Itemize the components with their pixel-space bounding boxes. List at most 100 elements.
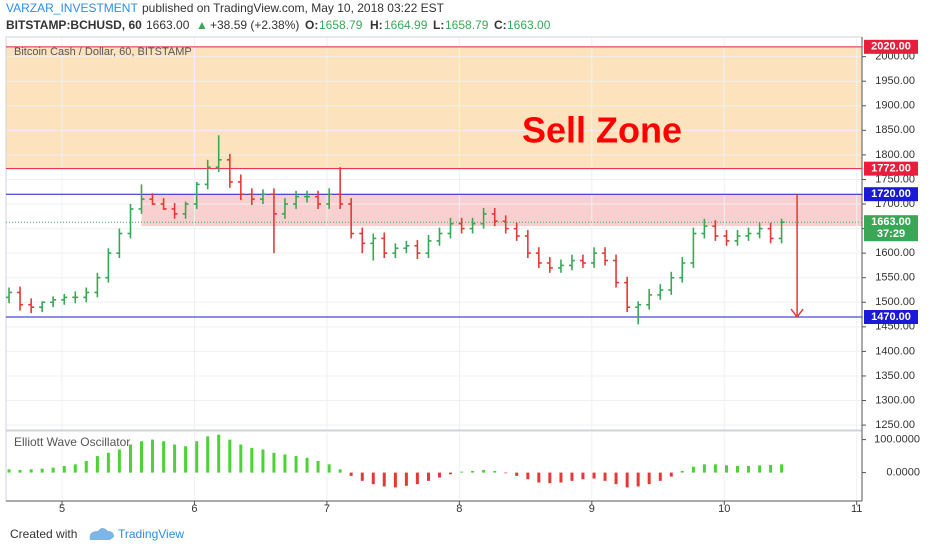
oscillator-bar bbox=[283, 454, 287, 473]
oscillator-bar bbox=[128, 444, 132, 473]
oscillator-bar bbox=[482, 469, 486, 473]
annotation: Sell Zone bbox=[522, 110, 682, 151]
y-tick-label: 1250.00 bbox=[875, 419, 915, 431]
oscillator-bar bbox=[581, 472, 585, 480]
oscillator-bar bbox=[62, 466, 66, 473]
oscillator-bar bbox=[415, 472, 419, 485]
oscillator-bar bbox=[305, 457, 309, 473]
y-tick-label: 1350.00 bbox=[875, 370, 915, 382]
oscillator-bar bbox=[526, 472, 530, 480]
oscillator-bar bbox=[18, 469, 22, 473]
brand[interactable]: TradingView bbox=[118, 527, 184, 541]
oscillator-bar bbox=[382, 472, 386, 487]
level-tag bbox=[864, 39, 918, 54]
oscillator-bar bbox=[106, 452, 110, 473]
level-tag bbox=[864, 310, 918, 325]
oscillator-bar bbox=[261, 449, 265, 473]
oscillator-bar bbox=[691, 466, 695, 473]
oscillator-bar bbox=[780, 464, 784, 473]
author[interactable]: VARZAR_INVESTMENT bbox=[6, 1, 138, 15]
oscillator-bar bbox=[250, 447, 254, 473]
oscillator-bar bbox=[195, 441, 199, 473]
oscillator-bar bbox=[769, 465, 773, 473]
x-tick-label: 5 bbox=[59, 503, 65, 515]
oscillator-bar bbox=[736, 466, 740, 473]
oscillator-bar bbox=[360, 472, 364, 481]
current-label: 1663.00 bbox=[871, 216, 911, 228]
x-tick-label: 7 bbox=[324, 503, 330, 515]
h-label: H: bbox=[370, 18, 383, 32]
last-price: 1663.00 bbox=[146, 18, 190, 32]
oscillator-bar bbox=[427, 472, 431, 481]
oscillator-bar bbox=[437, 472, 441, 478]
oscillator-bar bbox=[460, 471, 464, 473]
x-tick-label: 8 bbox=[456, 503, 462, 515]
y-tick-label: 1500.00 bbox=[875, 296, 915, 308]
y-tick-label: 1950.00 bbox=[875, 75, 915, 87]
oscillator-bar bbox=[702, 464, 706, 473]
c-value: 1663.00 bbox=[507, 18, 551, 32]
y-tick-label: 1550.00 bbox=[875, 272, 915, 284]
oscillator-bar bbox=[471, 470, 475, 473]
level-label: 1720.00 bbox=[871, 188, 911, 200]
y-tick-label: 1600.00 bbox=[875, 247, 915, 259]
c-label: C: bbox=[494, 18, 507, 32]
y-tick-label: 1800.00 bbox=[875, 149, 915, 161]
level-tag bbox=[864, 161, 918, 176]
pane-title: Bitcoin Cash / Dollar, 60, BITSTAMP bbox=[14, 46, 192, 58]
oscillator-bar bbox=[206, 436, 210, 473]
l-value: 1658.79 bbox=[445, 18, 489, 32]
oscillator-bar bbox=[636, 472, 640, 487]
oscillator-bar bbox=[327, 464, 331, 473]
published: published on TradingView.com, May 10, 20… bbox=[142, 1, 445, 15]
oscillator-bar bbox=[559, 472, 563, 483]
oscillator-bar bbox=[316, 461, 320, 473]
oscillator-bar bbox=[117, 449, 121, 473]
oscillator-bar bbox=[725, 465, 729, 473]
oscillator-bar bbox=[680, 470, 684, 473]
oscillator-bar bbox=[393, 472, 397, 488]
oscillator-bar bbox=[371, 472, 375, 485]
oscillator-bar bbox=[404, 472, 408, 486]
countdown: 37:29 bbox=[877, 228, 905, 240]
oscillator-bar bbox=[504, 472, 508, 474]
oscillator-bar bbox=[294, 456, 298, 473]
oscillator-bar bbox=[603, 472, 607, 481]
oscillator-bar bbox=[658, 472, 662, 481]
change: +38.59 (+2.38%) bbox=[210, 18, 299, 32]
arrow-head bbox=[790, 308, 804, 319]
y-tick-label: 1400.00 bbox=[875, 345, 915, 357]
logo-cloud bbox=[89, 528, 114, 540]
oscillator-bar bbox=[537, 472, 541, 483]
change-arrow: ▲ bbox=[196, 18, 208, 32]
oscillator-bar bbox=[150, 439, 154, 473]
oscillator-bar bbox=[349, 472, 353, 476]
oscillator-bar bbox=[139, 441, 143, 473]
oscillator-bar bbox=[51, 467, 55, 473]
x-tick-label: 6 bbox=[191, 503, 197, 515]
level-label: 1470.00 bbox=[871, 311, 911, 323]
oscillator-bar bbox=[73, 464, 77, 473]
oscillator-bar bbox=[84, 461, 88, 473]
zone bbox=[141, 194, 862, 227]
zone bbox=[6, 46, 862, 169]
oscillator-bar bbox=[448, 472, 452, 475]
oscillator-bar bbox=[548, 472, 552, 484]
oscillator-bar bbox=[95, 456, 99, 473]
oscillator-bar bbox=[29, 469, 33, 473]
oscillator-bar bbox=[173, 444, 177, 473]
level-tag bbox=[864, 187, 918, 202]
y-tick-label: 1300.00 bbox=[875, 394, 915, 406]
oscillator-bar bbox=[758, 465, 762, 473]
oscillator-bar bbox=[239, 444, 243, 473]
current-tag bbox=[864, 215, 918, 242]
h-value: 1664.99 bbox=[384, 18, 428, 32]
oscillator-bar bbox=[162, 441, 166, 473]
plot-area: 1250.001300.001350.001400.001450.001500.… bbox=[5, 36, 920, 515]
y-tick-label: 1900.00 bbox=[875, 100, 915, 112]
oscillator-bar bbox=[570, 472, 574, 481]
level-label: 2020.00 bbox=[871, 41, 911, 53]
l-label: L: bbox=[433, 18, 444, 32]
oscillator-bar bbox=[625, 472, 629, 488]
